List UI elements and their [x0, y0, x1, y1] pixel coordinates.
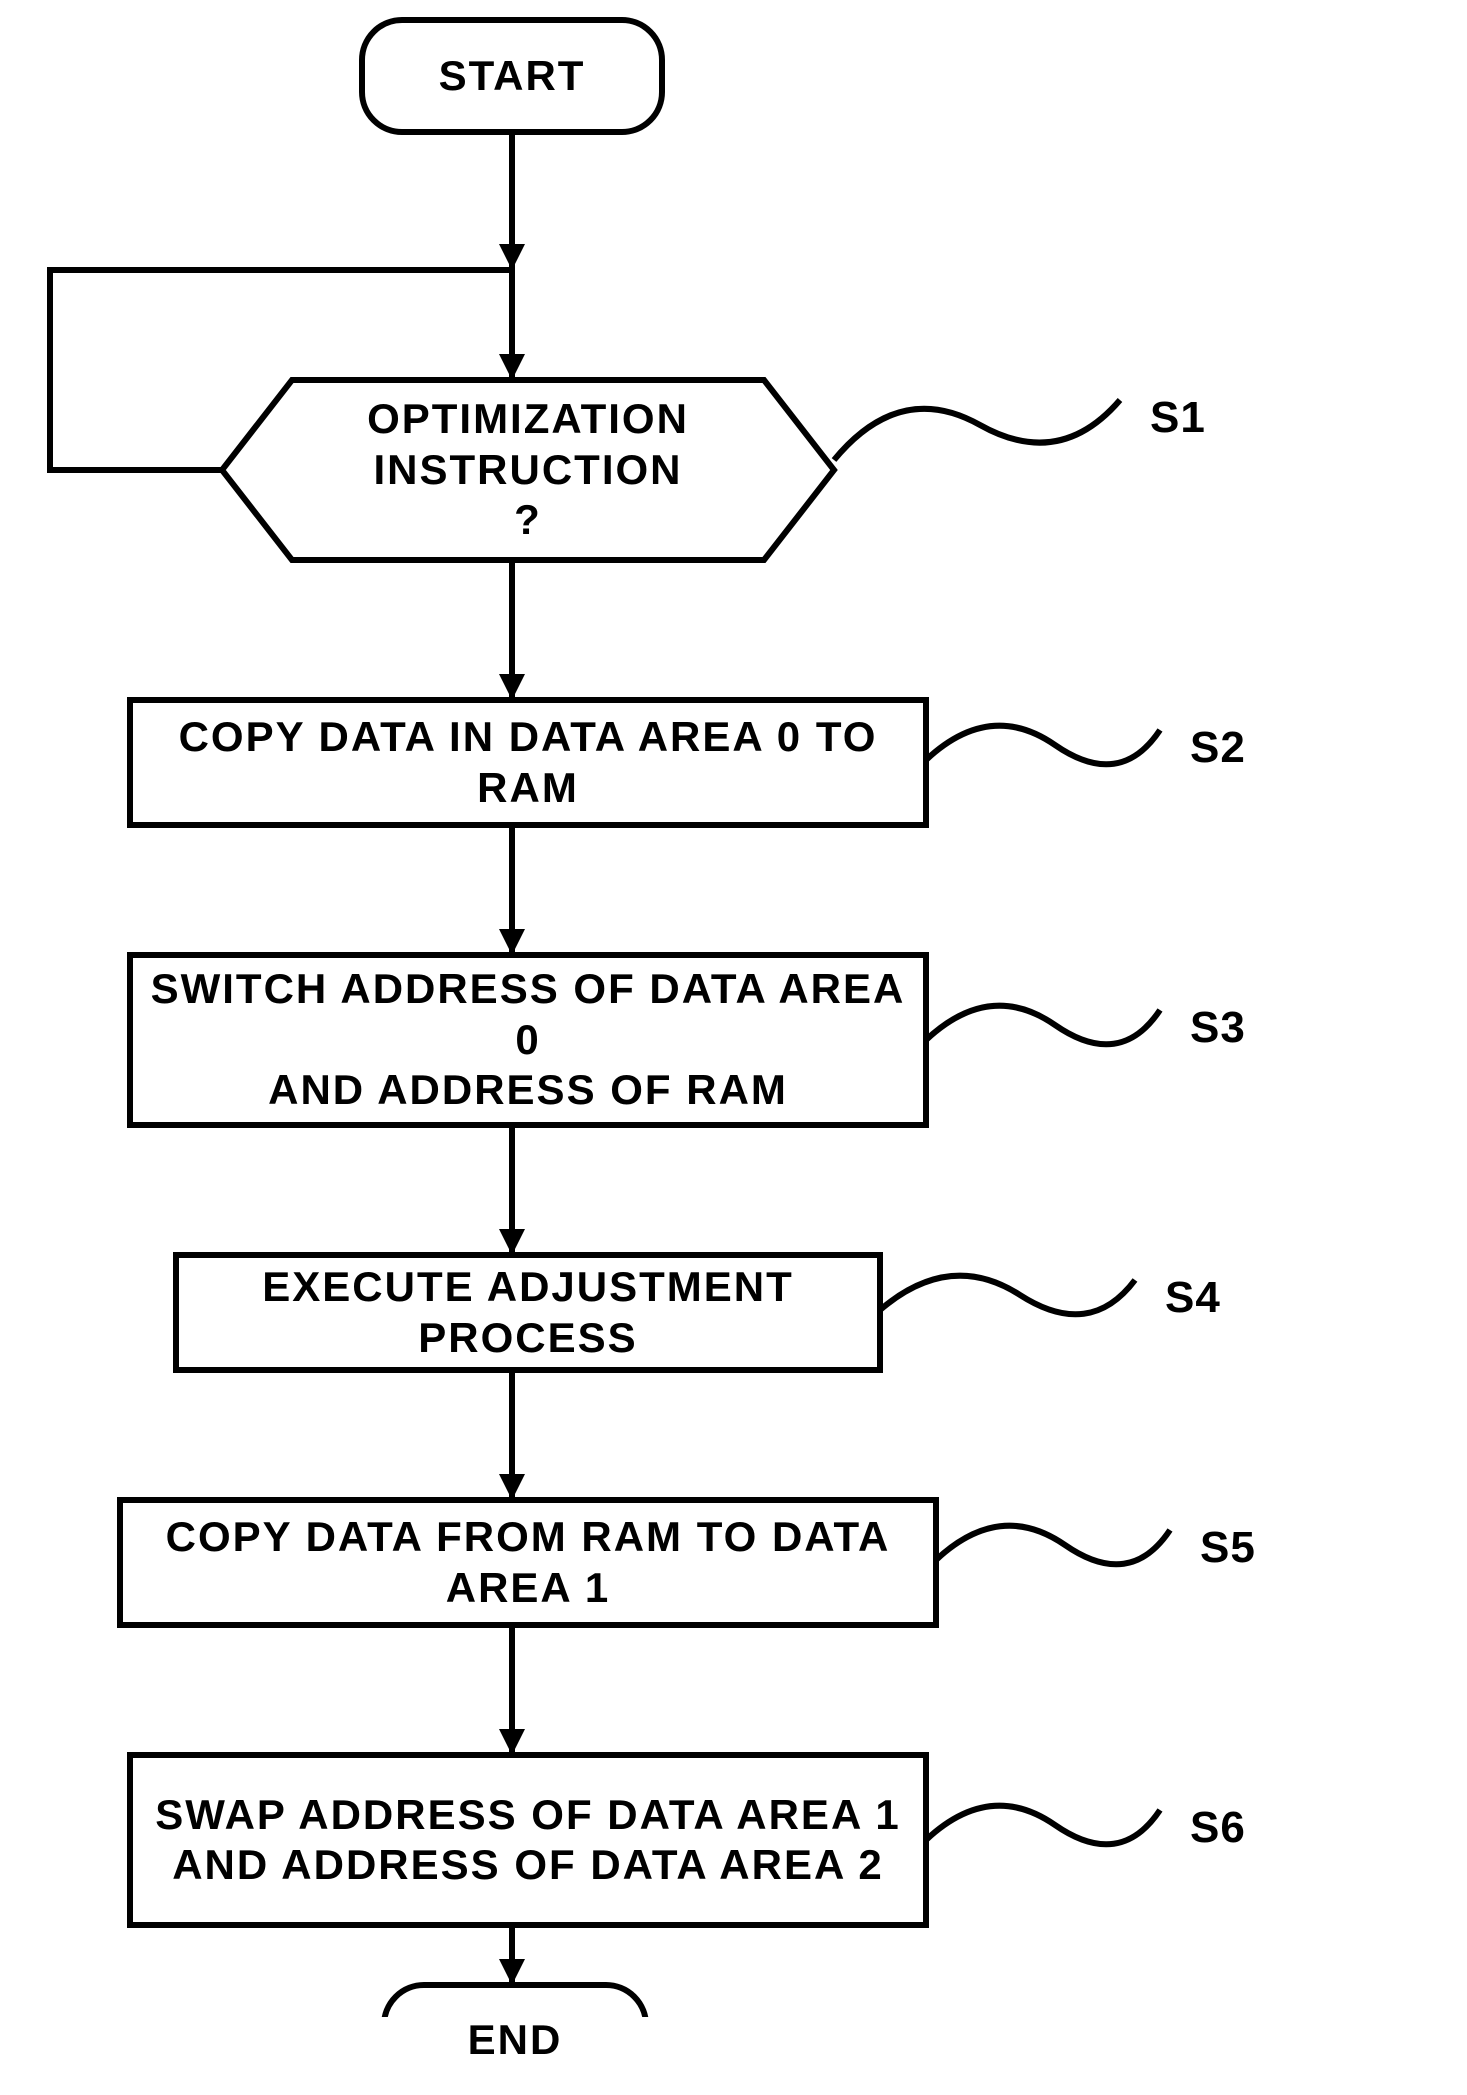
s5-text: COPY DATA FROM RAM TO DATA AREA 1: [120, 1500, 936, 1625]
end-text: END: [384, 1985, 646, 2095]
start-text: START: [362, 20, 662, 132]
s1-text: OPTIMIZATION INSTRUCTION ?: [222, 380, 834, 560]
label-s2: S2: [1190, 723, 1246, 773]
s2-text: COPY DATA IN DATA AREA 0 TO RAM: [130, 700, 926, 825]
label-s3: S3: [1190, 1003, 1246, 1053]
s4-text: EXECUTE ADJUSTMENT PROCESS: [176, 1255, 880, 1370]
label-s5: S5: [1200, 1523, 1256, 1573]
label-s6: S6: [1190, 1803, 1246, 1853]
label-s1: S1: [1150, 393, 1206, 443]
s3-text: SWITCH ADDRESS OF DATA AREA 0 AND ADDRES…: [130, 955, 926, 1125]
flowchart-canvas: START OPTIMIZATION INSTRUCTION ? COPY DATA…: [0, 0, 1467, 2017]
label-s4: S4: [1165, 1273, 1221, 1323]
s6-text: SWAP ADDRESS OF DATA AREA 1 AND ADDRESS …: [130, 1755, 926, 1925]
